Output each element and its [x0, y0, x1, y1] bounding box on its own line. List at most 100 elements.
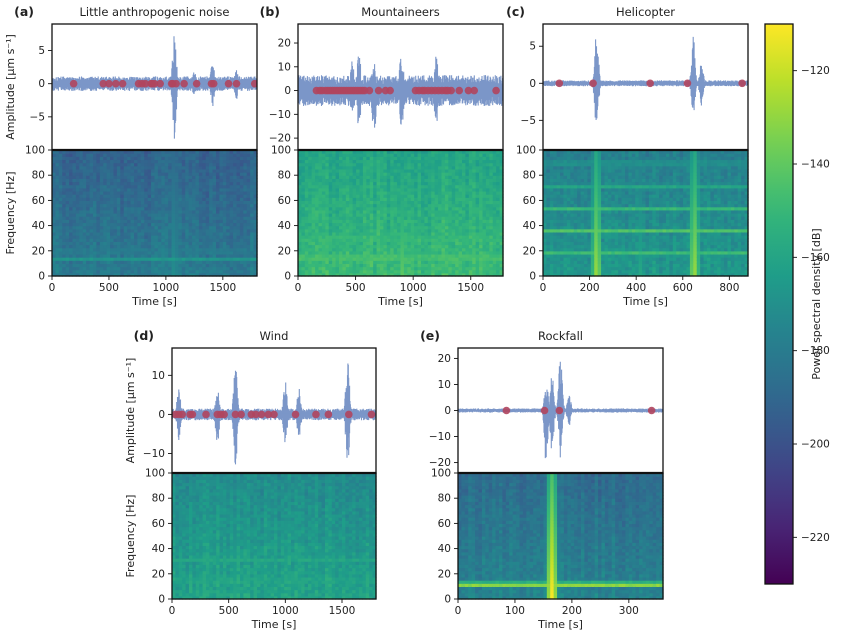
- spectrogram-cell: [209, 213, 214, 217]
- spectrogram-cell: [373, 219, 378, 224]
- spectrogram-cell: [147, 225, 152, 230]
- spectrogram-cell: [390, 263, 395, 268]
- spectrogram-cell: [380, 178, 385, 183]
- spectrogram-cell: [62, 241, 67, 246]
- spectrogram-cell: [82, 235, 87, 239]
- spectrogram-cell: [202, 247, 207, 252]
- spectrogram-cell: [349, 250, 354, 255]
- spectrogram-cell: [106, 247, 111, 252]
- spectrogram-cell: [308, 247, 313, 252]
- spectrogram-cell: [161, 178, 166, 183]
- spectrogram-cell: [120, 216, 125, 220]
- spectrogram-cell: [339, 168, 344, 173]
- spectrogram-cell: [116, 175, 121, 179]
- spectrogram-cell: [134, 150, 139, 154]
- spectrogram-cell: [75, 228, 80, 233]
- spectrogram-cell: [376, 206, 381, 211]
- spectrogram-cell: [403, 209, 408, 214]
- spectrogram-cell: [103, 219, 108, 224]
- spectrogram-cell: [222, 165, 227, 170]
- spectrogram-cell: [325, 197, 330, 201]
- spectrogram-cell: [421, 184, 426, 189]
- spectrogram-cell: [140, 269, 145, 274]
- spectrogram-cell: [161, 200, 166, 205]
- spectrogram-cell: [315, 209, 320, 214]
- spectrogram-cell: [246, 257, 251, 261]
- spectrogram-cell: [154, 168, 159, 173]
- spectrogram-cell: [233, 153, 238, 157]
- spectrogram-cell: [171, 159, 176, 164]
- spectrogram-cell: [178, 181, 183, 186]
- spectrogram-cell: [188, 263, 193, 268]
- spectrogram-cell: [144, 184, 149, 189]
- spectrogram-cell: [250, 168, 255, 173]
- spectrogram-cell: [58, 159, 63, 164]
- spectrogram-cell: [380, 203, 385, 208]
- spectrogram-cell: [226, 206, 231, 211]
- spectrogram-cell: [308, 244, 313, 249]
- spectrogram-cell: [205, 253, 210, 258]
- spectrogram-cell: [99, 150, 104, 154]
- spectrogram-cell: [130, 266, 135, 271]
- spectrogram-cell: [140, 253, 145, 258]
- spectrogram-cell: [58, 197, 63, 201]
- spectrogram-cell: [140, 225, 145, 230]
- spectrogram-cell: [407, 266, 412, 271]
- spectrogram-cell: [55, 269, 60, 274]
- spectrogram-cell: [321, 162, 326, 167]
- spectrogram-cell: [212, 175, 217, 179]
- spectrogram-cell: [72, 190, 77, 195]
- spectrogram-cell: [349, 244, 354, 249]
- spectrogram-cell: [62, 187, 67, 192]
- spectrogram-cell: [168, 272, 173, 277]
- spectrogram-cell: [161, 219, 166, 224]
- spectrogram-cell: [178, 228, 183, 233]
- spectrogram-cell: [243, 219, 248, 224]
- spectrogram-cell: [417, 238, 422, 242]
- spectrogram-cell: [369, 216, 374, 220]
- spectrogram-cell: [335, 203, 340, 208]
- spectrogram-cell: [140, 162, 145, 167]
- spectrogram-cell: [96, 213, 101, 217]
- spectrogram-cell: [311, 269, 316, 274]
- spectrogram-cell: [226, 209, 231, 214]
- spectrogram-cell: [386, 253, 391, 258]
- spectrogram-cell: [123, 165, 128, 170]
- spectrogram-cell: [140, 272, 145, 277]
- spectrogram-cell: [397, 187, 402, 192]
- spectrogram-cell: [246, 241, 251, 246]
- spectrogram-cell: [339, 150, 344, 154]
- spectrogram-cell: [373, 165, 378, 170]
- spectrogram-cell: [325, 222, 330, 227]
- spectrogram-cell: [181, 168, 186, 173]
- spectrogram-cell: [386, 165, 391, 170]
- spectrogram-cell: [311, 272, 316, 277]
- spectrogram-cell: [168, 231, 173, 236]
- spectrogram-cell: [188, 209, 193, 214]
- spectrogram-cell: [298, 263, 303, 268]
- spectrogram-cell: [239, 209, 244, 214]
- spectrogram-cell: [393, 197, 398, 201]
- spectrogram-cell: [421, 219, 426, 224]
- spectrogram-cell: [414, 244, 419, 249]
- spectrogram-cell: [335, 272, 340, 277]
- spectrogram-cell: [154, 238, 159, 242]
- spectrogram-cell: [82, 165, 87, 170]
- spectrogram-cell: [116, 266, 121, 271]
- spectrogram-cell: [383, 184, 388, 189]
- spectrogram-cell: [222, 231, 227, 236]
- spectrogram-cell: [216, 197, 221, 201]
- spectrogram-cell: [89, 225, 94, 230]
- spectrogram-cell: [69, 194, 74, 198]
- spectrogram-cell: [93, 165, 98, 170]
- spectrogram-cell: [332, 266, 337, 271]
- spectrogram-cell: [400, 263, 405, 268]
- spectrogram-cell: [195, 225, 200, 230]
- spectrogram-cell: [86, 253, 91, 258]
- spectrogram-cell: [168, 206, 173, 211]
- spectrogram-cell: [161, 253, 166, 258]
- freq-tick-label: 0: [284, 271, 291, 283]
- spectrogram-cell: [424, 162, 429, 167]
- spectrogram-cell: [349, 238, 354, 242]
- spectrogram-cell: [144, 216, 149, 220]
